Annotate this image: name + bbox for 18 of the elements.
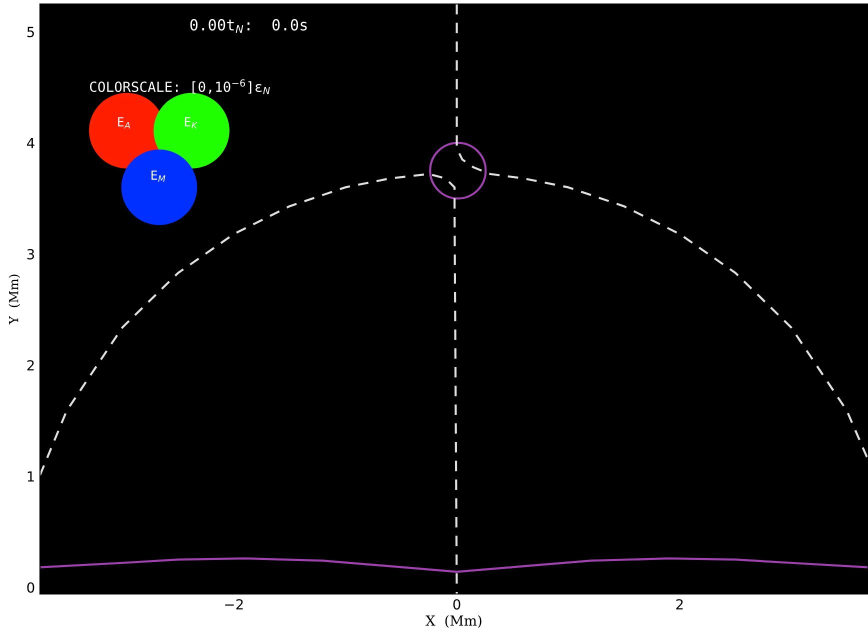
x-tick-label: −2 <box>225 599 243 610</box>
y-tick-label: 2 <box>27 360 34 370</box>
x-axis-title: X (Mm) <box>426 615 482 628</box>
line-series <box>40 557 868 573</box>
y-axis-title: Y (Mm) <box>8 274 20 324</box>
line-series <box>40 172 458 594</box>
y-tick-label: 3 <box>27 248 34 260</box>
x-tick-label: 0 <box>453 599 460 610</box>
annotation: E$_{A}$ <box>118 117 130 128</box>
y-tick-label: 0 <box>27 582 34 593</box>
annotation: E$_{K}$ <box>184 117 198 128</box>
x-tick-label: 2 <box>676 599 683 610</box>
annotation: COLORSCALE: [0,10$^{−6}$]ε$_{N}$ <box>90 79 270 94</box>
y-tick-label: 1 <box>28 471 34 482</box>
y-tick-label: 4 <box>26 138 34 148</box>
annotation: E$_{M}$ <box>152 170 166 182</box>
annotation: 0.00t$_{N}$: 0.0s <box>190 19 307 33</box>
y-tick-label: 5 <box>27 26 34 38</box>
